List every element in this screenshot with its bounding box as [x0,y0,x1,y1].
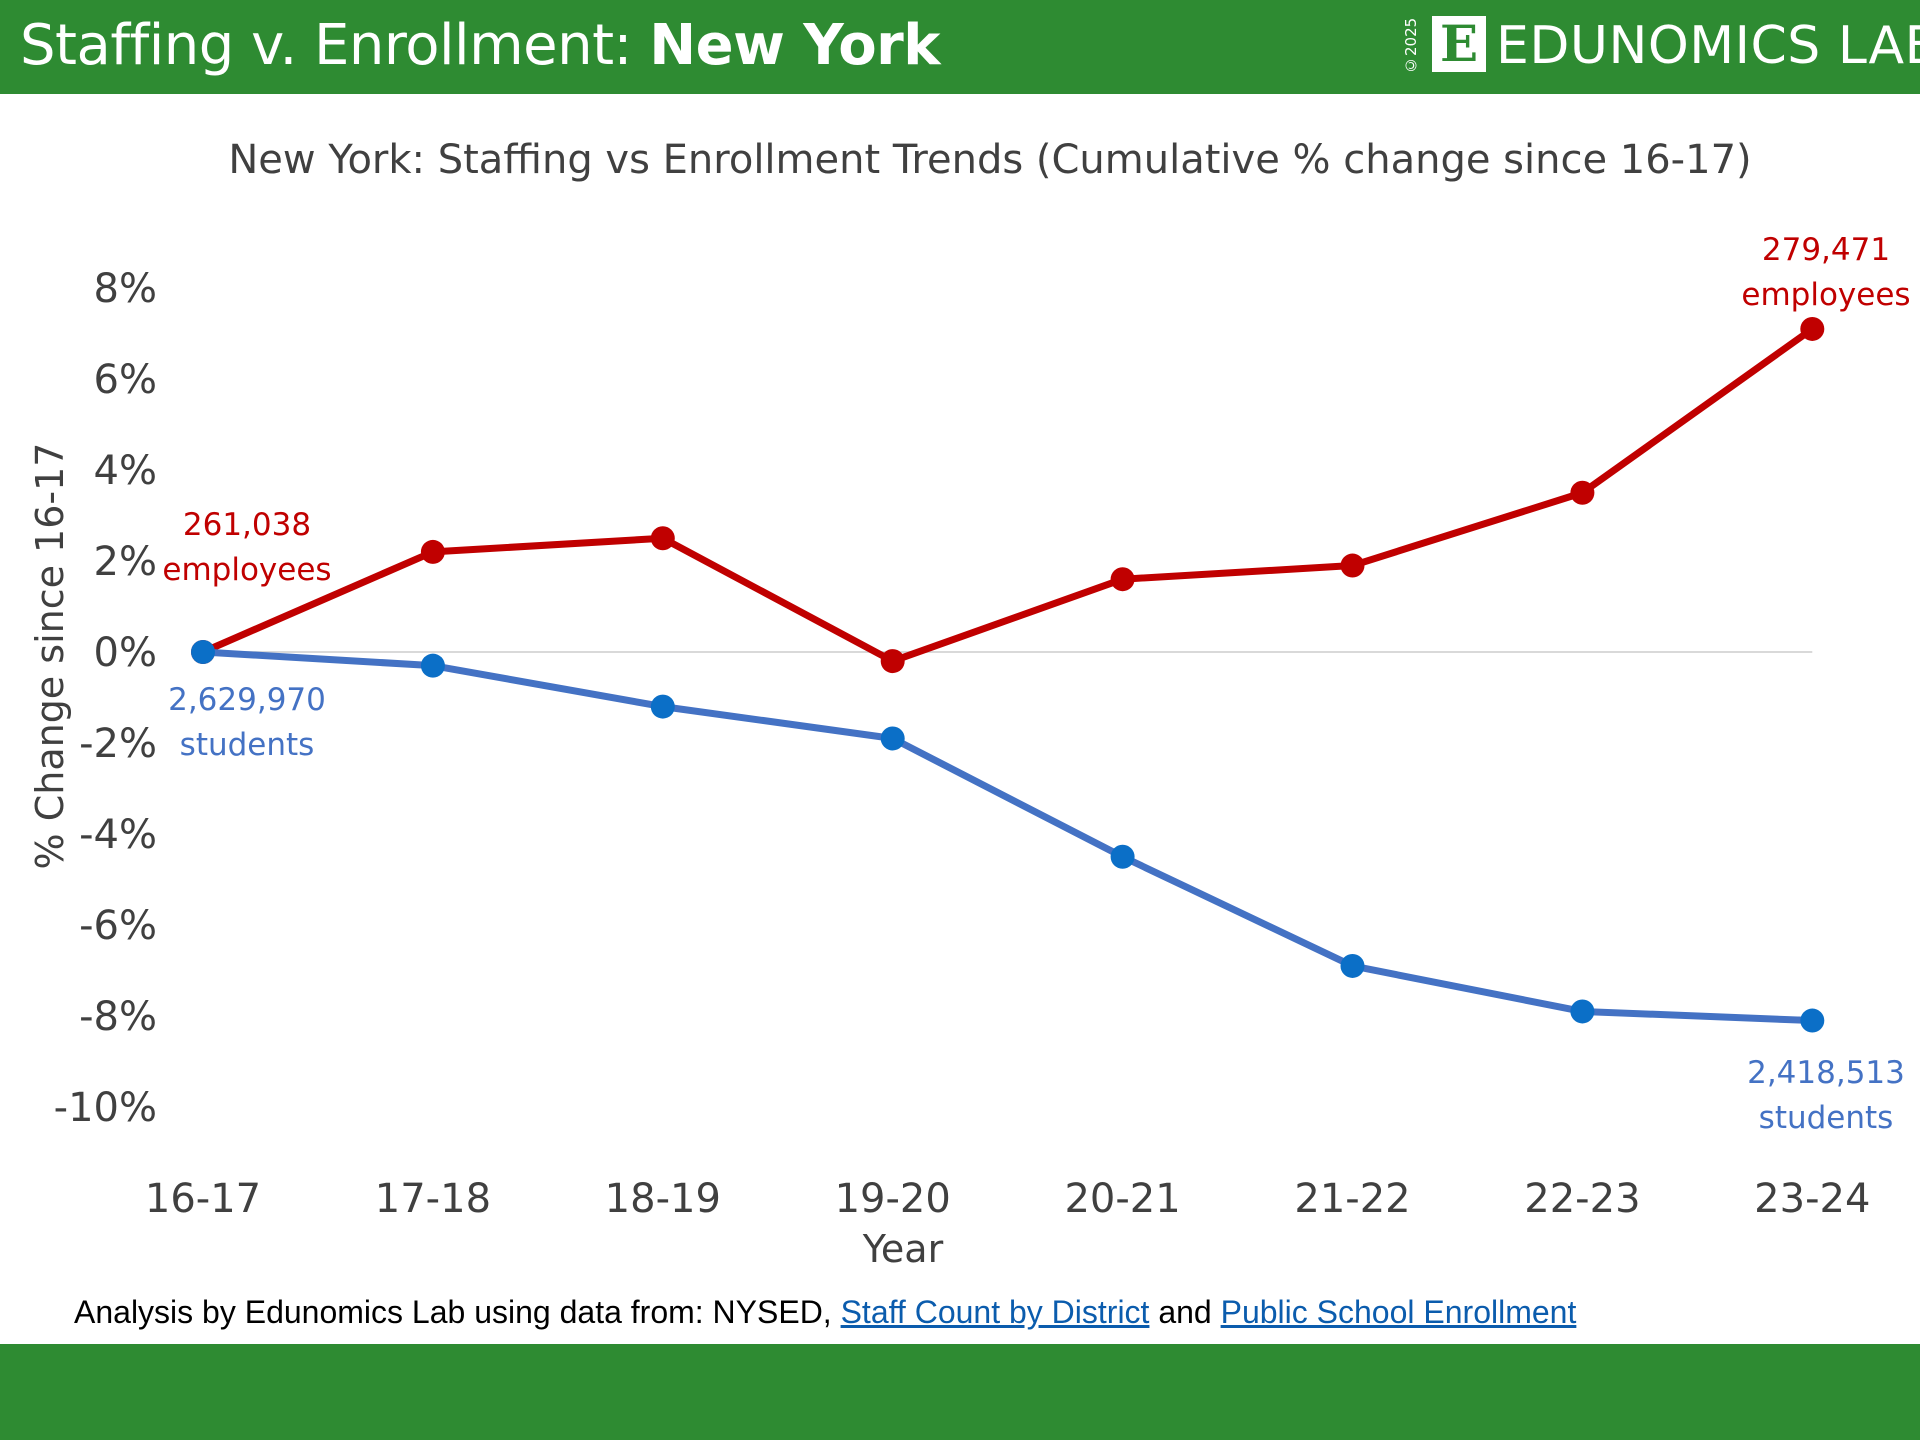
y-tick-label: -10% [54,1085,157,1131]
header-bar: Staffing v. Enrollment: New York ©2025 E… [0,0,1920,94]
students-end-label: students [1759,1100,1894,1136]
x-tick-label: 22-23 [1524,1176,1640,1222]
x-tick-label: 18-19 [605,1176,721,1222]
staff-start-label: employees [162,552,331,588]
y-tick-label: 8% [94,266,157,312]
x-tick-label: 23-24 [1754,1176,1870,1222]
x-tick-label: 19-20 [835,1176,951,1222]
y-tick-label: -2% [79,721,157,767]
source-note: Analysis by Edunomics Lab using data fro… [74,1292,1576,1332]
y-axis-ticks: 8% 6% 4% 2% 0% -2% -4% -6% -8% -10% [54,266,157,1131]
x-tick-label: 17-18 [375,1176,491,1222]
x-tick-label: 21-22 [1294,1176,1410,1222]
staff-point [1110,567,1135,592]
students-point [1800,1008,1825,1033]
y-tick-label: -6% [79,903,157,949]
students-start-label: students [180,727,315,763]
y-tick-label: -8% [79,994,157,1040]
enrollment-link[interactable]: Public School Enrollment [1220,1294,1577,1330]
staff-count-link[interactable]: Staff Count by District [840,1294,1150,1330]
y-axis-label: % Change since 16-17 [28,443,72,870]
students-point [1110,844,1135,869]
chart-title: New York: Staffing vs Enrollment Trends … [228,137,1751,183]
y-tick-label: 0% [94,630,157,676]
page-title-state: New York [649,13,941,78]
y-tick-label: -4% [79,812,157,858]
annotations: 261,038 employees 279,471 employees 2,629,97… [162,232,1910,1136]
footer-bar [0,1344,1920,1440]
y-tick-label: 2% [94,539,157,585]
source-and: and [1149,1294,1221,1330]
students-point [191,640,215,664]
page-title-prefix: Staffing v. Enrollment: [20,13,650,78]
staff-series-line [201,326,1815,665]
students-point [1570,999,1595,1024]
staff-point [1570,480,1595,505]
staff-point [420,539,445,564]
x-axis-ticks: 16-17 17-18 18-19 19-20 20-21 21-22 22-23 23-24 [145,1176,1871,1222]
staff-point [1340,553,1365,578]
series-layer [191,316,1825,1033]
staff-start-label: 261,038 [183,507,311,543]
students-point [650,694,675,719]
logo-text: EDUNOMICS LAB [1496,16,1920,76]
x-tick-label: 16-17 [145,1176,261,1222]
line-chart: New York: Staffing vs Enrollment Trends … [28,137,1911,1271]
staff-end-label: employees [1741,277,1910,313]
source-text: Analysis by Edunomics Lab using data fro… [74,1294,841,1330]
y-tick-label: 4% [94,448,157,494]
page-title: Staffing v. Enrollment: New York [20,12,941,80]
staff-point [1800,316,1825,341]
staff-end-label: 279,471 [1762,232,1890,268]
students-point [420,653,445,678]
x-axis-label: Year [862,1227,944,1271]
logo-e-icon: E [1432,16,1486,72]
staff-point [650,526,675,551]
students-point [880,726,905,751]
students-point [1340,953,1365,978]
x-tick-label: 20-21 [1064,1176,1180,1222]
students-series-line [202,648,1813,1025]
y-tick-label: 6% [94,357,157,403]
students-start-label: 2,629,970 [168,682,326,718]
staff-point [880,649,905,674]
logo-year: ©2025 [1402,17,1420,75]
students-end-label: 2,418,513 [1747,1055,1905,1091]
